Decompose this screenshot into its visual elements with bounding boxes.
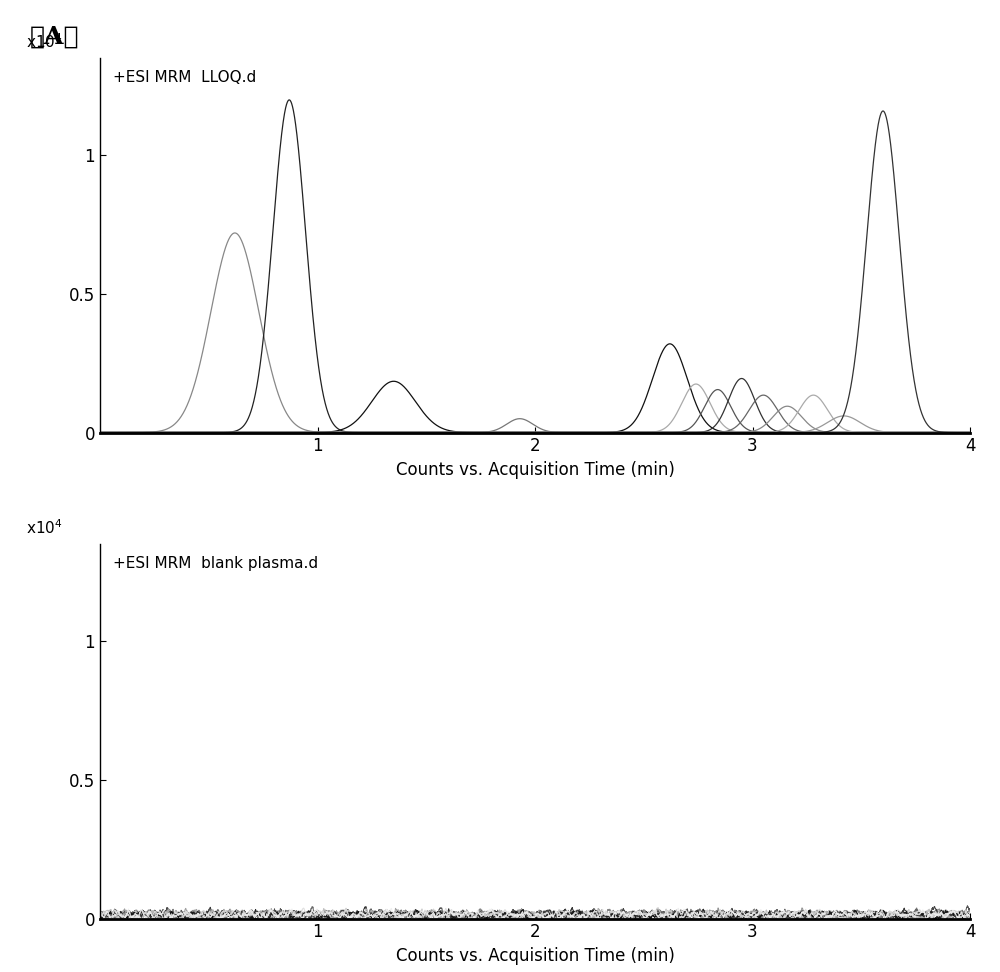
- Text: x10$^{\mathregular{4}}$: x10$^{\mathregular{4}}$: [26, 32, 63, 51]
- X-axis label: Counts vs. Acquisition Time (min): Counts vs. Acquisition Time (min): [396, 947, 674, 965]
- Text: （A）: （A）: [30, 24, 80, 49]
- Text: +ESI MRM  blank plasma.d: +ESI MRM blank plasma.d: [113, 556, 318, 571]
- Text: x10$^{\mathregular{4}}$: x10$^{\mathregular{4}}$: [26, 518, 63, 537]
- Text: +ESI MRM  LLOQ.d: +ESI MRM LLOQ.d: [113, 70, 256, 85]
- X-axis label: Counts vs. Acquisition Time (min): Counts vs. Acquisition Time (min): [396, 461, 674, 479]
